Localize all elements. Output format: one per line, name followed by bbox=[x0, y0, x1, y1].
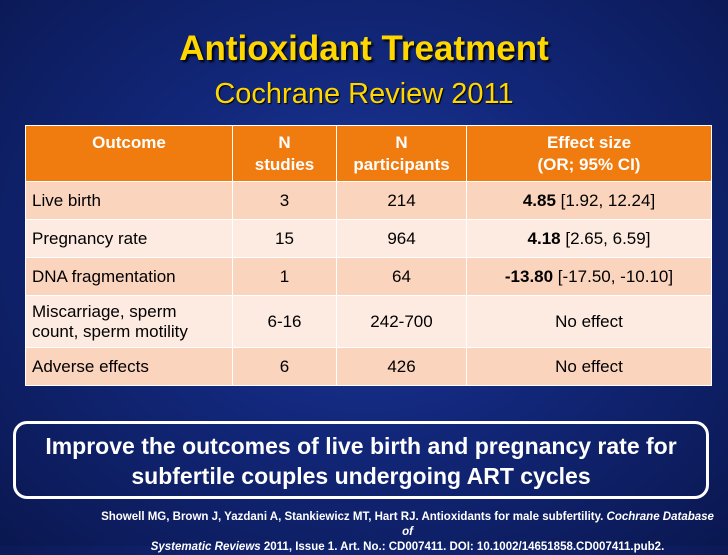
citation-journal-1: Cochrane Database of bbox=[402, 511, 714, 538]
citation-authors: Showell MG, Brown J, Yazdani A, Stankiew… bbox=[101, 511, 607, 523]
cell-studies: 3 bbox=[232, 181, 337, 220]
table-row: DNA fragmentation 1 64 -13.80 [-17.50, -… bbox=[25, 257, 712, 296]
cell-effect: -13.80 [-17.50, -10.10] bbox=[466, 257, 712, 296]
cell-outcome: DNA fragmentation bbox=[25, 257, 233, 296]
citation-details: 2011, Issue 1. Art. No.: CD007411. DOI: … bbox=[260, 541, 665, 553]
table-row: Live birth 3 214 4.85 [1.92, 12.24] bbox=[25, 181, 712, 220]
cell-effect: 4.85 [1.92, 12.24] bbox=[466, 181, 712, 220]
cell-outcome: Pregnancy rate bbox=[25, 219, 233, 258]
header-effect-size: Effect size (OR; 95% CI) bbox=[466, 125, 712, 182]
cell-studies: 6 bbox=[232, 347, 337, 386]
slide-subtitle: Cochrane Review 2011 bbox=[214, 78, 514, 110]
cell-outcome: Adverse effects bbox=[25, 347, 233, 386]
cell-participants: 242-700 bbox=[336, 295, 467, 348]
cell-effect: 4.18 [2.65, 6.59] bbox=[466, 219, 712, 258]
callout-line-1: Improve the outcomes of live birth and p… bbox=[45, 433, 677, 459]
citation-journal-2: Systematic Reviews bbox=[150, 541, 261, 553]
citation: Showell MG, Brown J, Yazdani A, Stankiew… bbox=[95, 510, 720, 555]
cell-participants: 214 bbox=[336, 181, 467, 220]
table-row: Adverse effects 6 426 No effect bbox=[25, 347, 712, 386]
table-row: Pregnancy rate 15 964 4.18 [2.65, 6.59] bbox=[25, 219, 712, 258]
cell-studies: 15 bbox=[232, 219, 337, 258]
cell-outcome: Live birth bbox=[25, 181, 233, 220]
slide-title: Antioxidant Treatment bbox=[179, 29, 549, 68]
header-outcome: Outcome bbox=[25, 125, 233, 182]
table-row: Miscarriage, sperm count, sperm motility … bbox=[25, 295, 712, 348]
cell-outcome: Miscarriage, sperm count, sperm motility bbox=[25, 295, 233, 348]
cell-studies: 1 bbox=[232, 257, 337, 296]
cell-participants: 426 bbox=[336, 347, 467, 386]
cell-effect: No effect bbox=[466, 347, 712, 386]
cell-studies: 6-16 bbox=[232, 295, 337, 348]
cell-effect: No effect bbox=[466, 295, 712, 348]
conclusion-callout: Improve the outcomes of live birth and p… bbox=[13, 421, 709, 499]
callout-line-2: subfertile couples undergoing ART cycles bbox=[131, 463, 591, 489]
cell-participants: 964 bbox=[336, 219, 467, 258]
cell-participants: 64 bbox=[336, 257, 467, 296]
